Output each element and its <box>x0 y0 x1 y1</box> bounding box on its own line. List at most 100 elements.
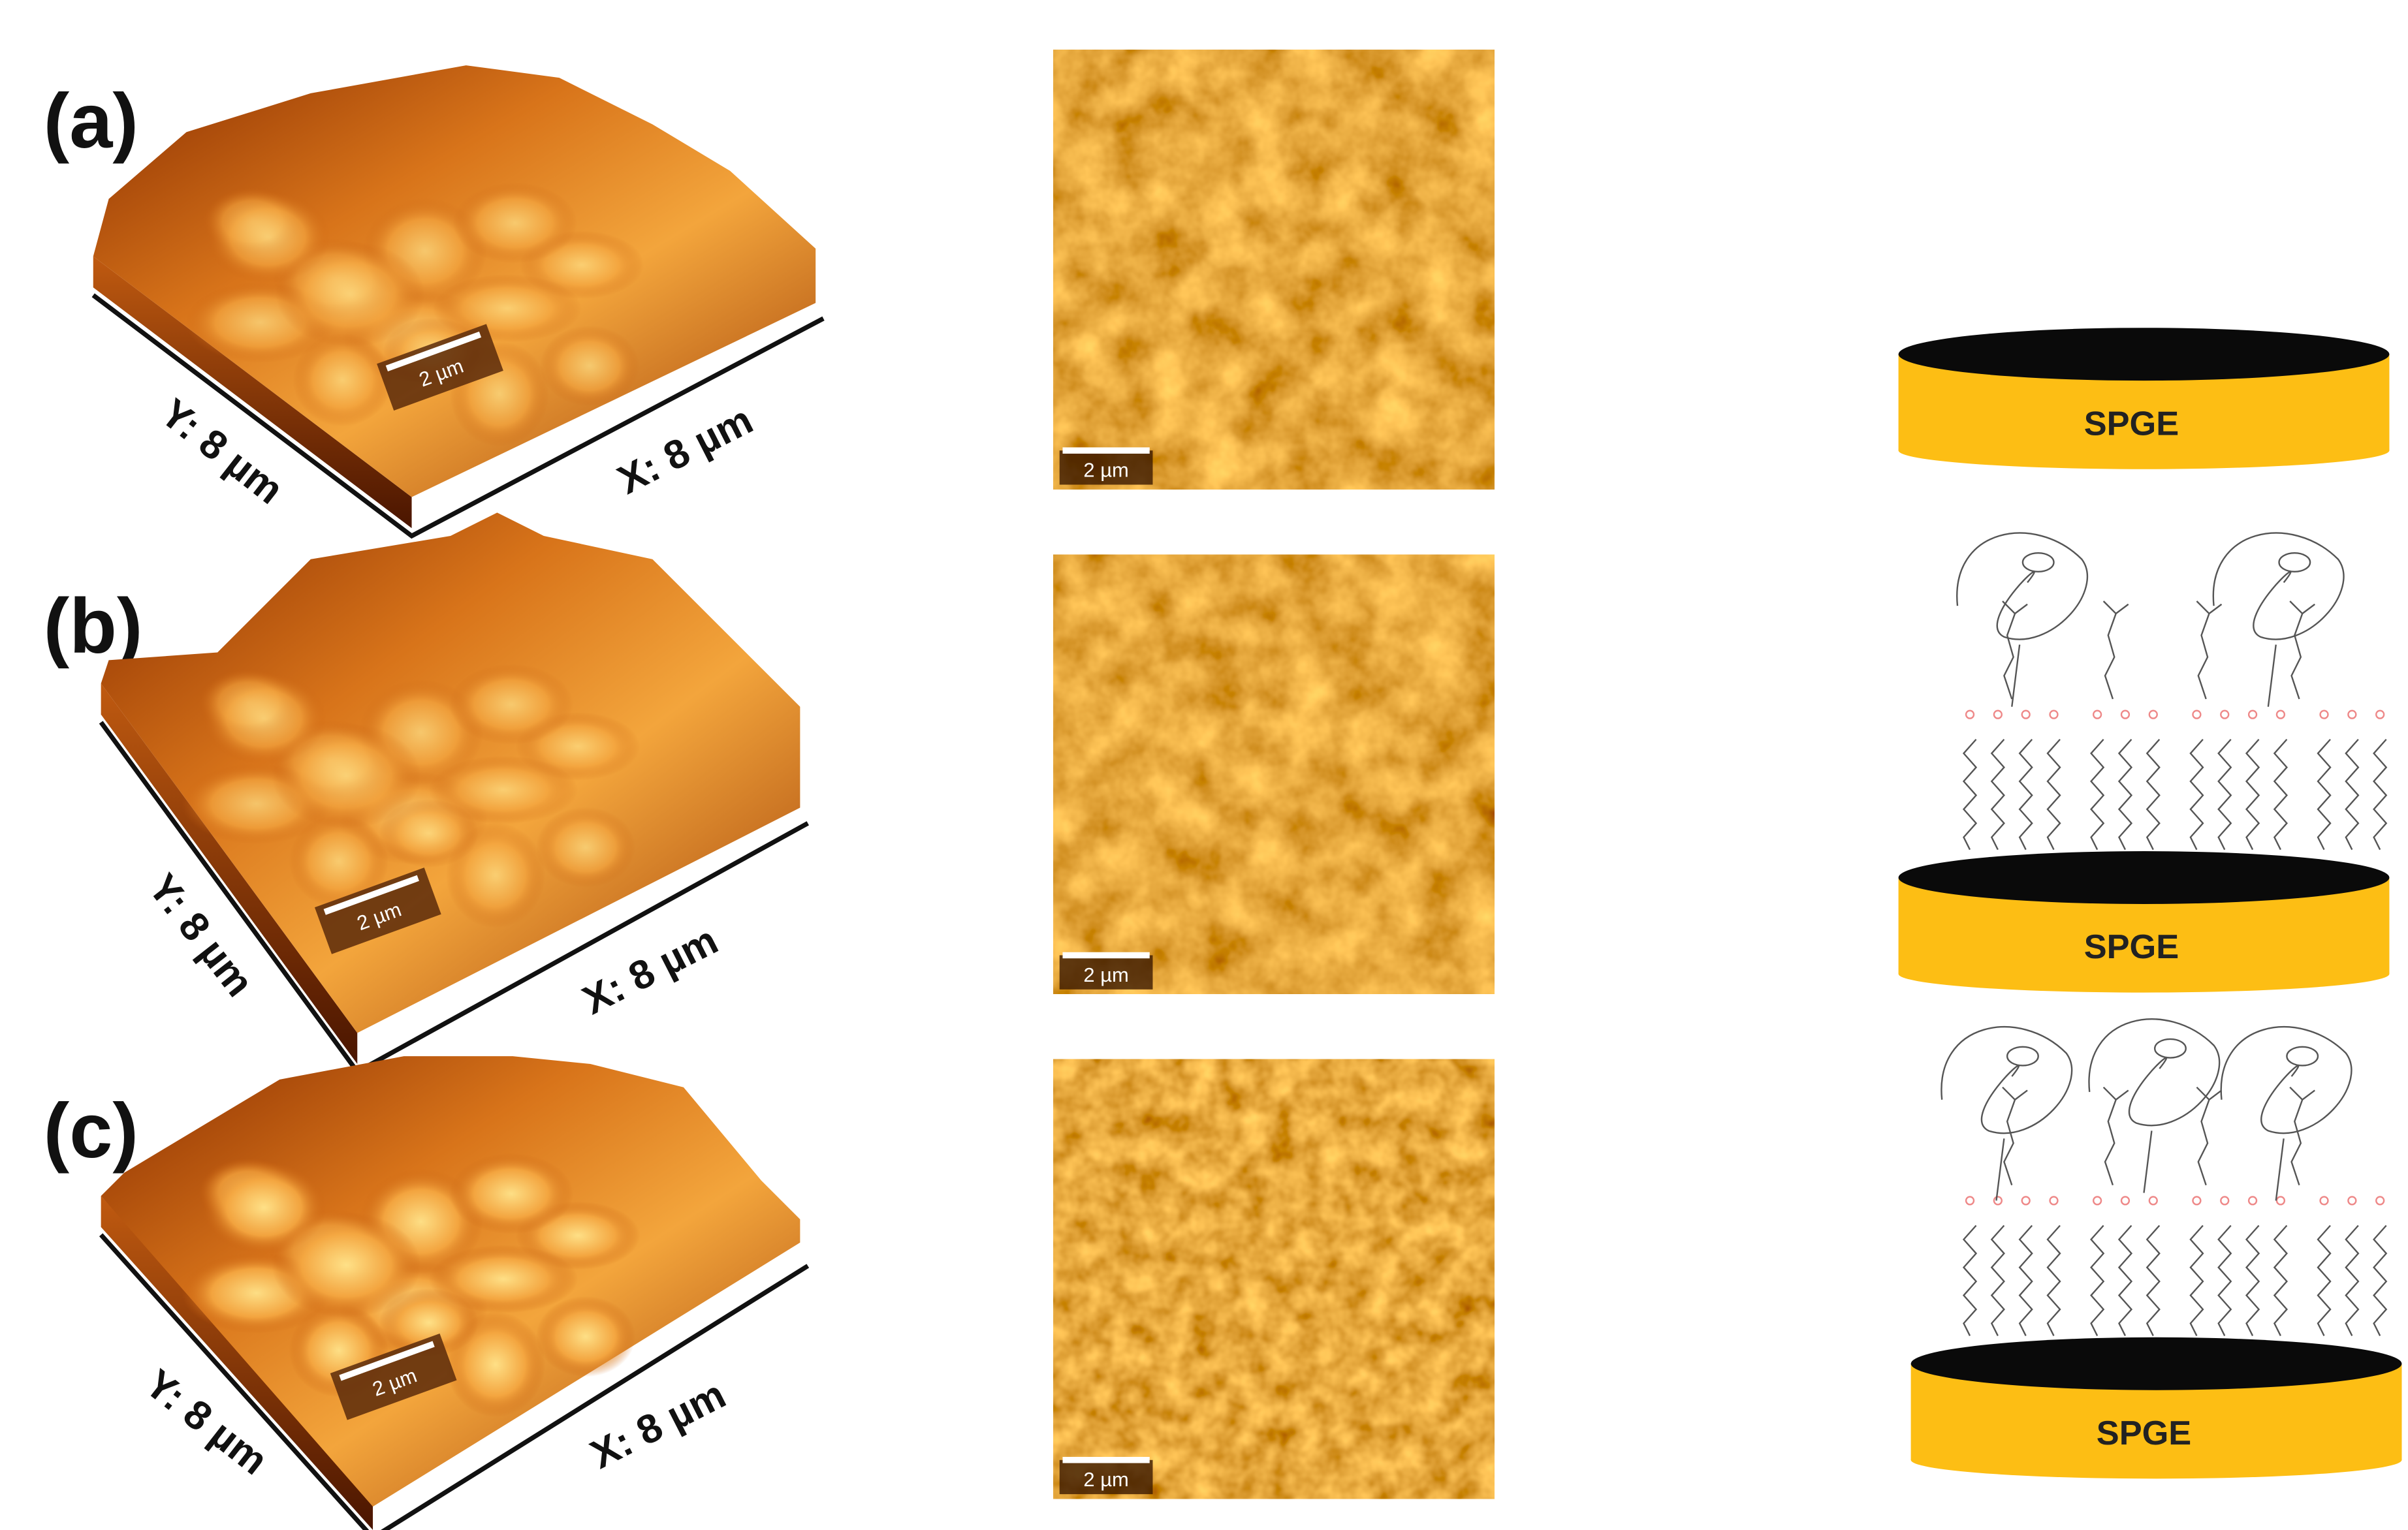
headgroup <box>2092 710 2102 719</box>
headgroup <box>2148 710 2158 719</box>
x-axis-label: X: 8 µm <box>610 398 759 503</box>
headgroup <box>2220 710 2230 719</box>
protein <box>1956 532 2089 707</box>
alkyl-chain <box>2117 1225 2133 1336</box>
panel-label: (c) <box>44 1087 138 1174</box>
molecular-layer <box>1941 1018 2388 1336</box>
surface-bump <box>539 325 640 407</box>
electrode-bottom <box>1898 431 2390 469</box>
scale-bar-text: 2 µm <box>1083 459 1128 482</box>
scale-bar-line <box>339 1341 435 1381</box>
heme <box>2153 1038 2187 1059</box>
afm-image <box>1053 1059 1495 1499</box>
headgroup <box>2247 710 2258 719</box>
electrode-top <box>1898 328 2390 381</box>
surface-3d <box>99 512 809 1075</box>
scale-bar-3d: 2 µm <box>314 867 441 954</box>
headgroup <box>1965 1196 1975 1206</box>
headgroup <box>2375 710 2385 719</box>
surface-bump <box>452 182 577 264</box>
surface-bump <box>379 799 479 868</box>
alkyl-chain <box>2345 738 2360 851</box>
alkyl-chain <box>1990 1225 2005 1336</box>
electrode-bottom <box>1910 1441 2402 1479</box>
alkyl-chain <box>2245 738 2260 851</box>
surface-frame <box>99 1233 810 1530</box>
linker <box>2102 601 2129 700</box>
alkyl-chain <box>2090 738 2105 851</box>
headgroup <box>2275 710 2286 719</box>
scale-bar-line <box>323 875 419 915</box>
electrode-bottom <box>1898 955 2390 993</box>
headgroup <box>2275 1196 2286 1206</box>
headgroup <box>2247 1196 2258 1206</box>
scale-bar-bg <box>1059 955 1153 990</box>
scale-bar-text: 2 µm <box>1083 1468 1128 1491</box>
surface-bump <box>272 1212 421 1319</box>
scale-bar-bg <box>1059 1460 1153 1495</box>
headgroup <box>2319 710 2329 719</box>
afm-image <box>1053 50 1495 490</box>
linker <box>2002 601 2028 700</box>
headgroup <box>2120 1196 2131 1206</box>
x-axis-label: X: 8 µm <box>584 1372 733 1478</box>
linker <box>2002 1086 2028 1185</box>
alkyl-chain <box>2373 738 2388 851</box>
scale-bar-bg <box>1059 450 1153 485</box>
surface-bump <box>293 333 392 427</box>
alkyl-chain <box>2273 1225 2289 1336</box>
alkyl-chain <box>2317 738 2332 851</box>
protein <box>2088 1018 2221 1193</box>
scale-bar-3d: 2 µm <box>330 1333 457 1420</box>
alkyl-chain <box>2317 1225 2332 1336</box>
linker <box>2196 601 2223 700</box>
alkyl-chain <box>2189 1225 2204 1336</box>
alkyl-chain <box>2018 738 2033 851</box>
surface-bump <box>379 1288 479 1357</box>
alkyl-chain <box>2046 738 2061 851</box>
linker <box>2289 1086 2315 1185</box>
electrode-top <box>1898 851 2390 904</box>
headgroup <box>2319 1196 2329 1206</box>
headgroup <box>2192 710 2202 719</box>
protein <box>2212 532 2345 707</box>
alkyl-chain <box>1962 738 1978 851</box>
surface-side <box>101 683 358 1065</box>
headgroup <box>2148 1196 2158 1206</box>
surface-3d <box>99 1056 810 1530</box>
surface-frame <box>91 293 825 539</box>
headgroup <box>2220 1196 2230 1206</box>
alkyl-chain <box>2046 1225 2061 1336</box>
headgroup <box>1993 1196 2003 1206</box>
heme <box>2278 552 2311 572</box>
alkyl-chain <box>2117 738 2133 851</box>
alkyl-chain <box>2217 738 2232 851</box>
surface-bump <box>535 807 636 888</box>
electrode-label: SPGE <box>2097 1414 2191 1452</box>
surface-bump <box>432 274 582 343</box>
headgroup <box>2192 1196 2202 1206</box>
surface-bump <box>272 723 421 829</box>
linker <box>2289 601 2315 700</box>
heme <box>2286 1046 2319 1067</box>
alkyl-chain <box>2146 1225 2161 1336</box>
electrode-top <box>1910 1337 2402 1390</box>
headgroup <box>2049 1196 2059 1206</box>
heme <box>2006 1046 2039 1067</box>
alkyl-chain <box>2189 738 2204 851</box>
surface-bump <box>449 1153 573 1234</box>
surface-bump <box>276 242 425 347</box>
protein <box>2220 1026 2353 1201</box>
scale-bar-line <box>385 331 482 371</box>
alkyl-chain <box>2217 1225 2232 1336</box>
surface-bump <box>535 1296 636 1377</box>
surface-side <box>93 256 412 529</box>
scale-bar-bg <box>314 867 441 954</box>
heme <box>2021 552 2055 572</box>
surface-bump <box>449 664 573 745</box>
surface-bump <box>428 755 578 824</box>
headgroup <box>2347 710 2357 719</box>
alkyl-chain <box>2146 738 2161 851</box>
alkyl-chain <box>2373 1225 2388 1336</box>
